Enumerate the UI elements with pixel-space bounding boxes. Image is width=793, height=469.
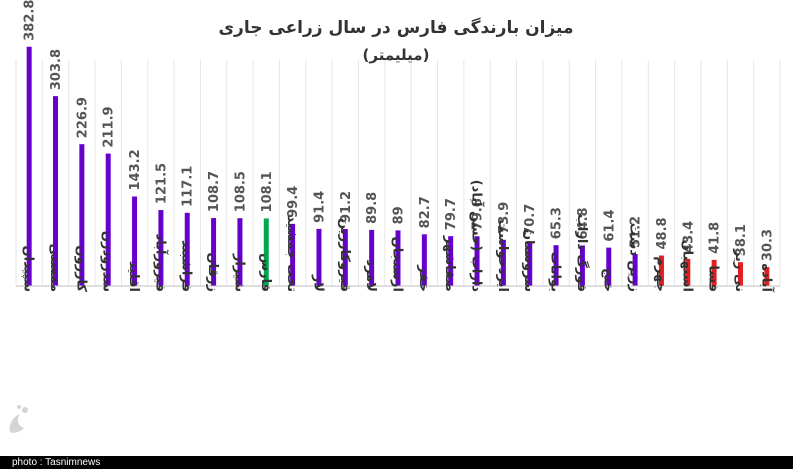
value-label: 303.8 [49,49,64,90]
bar [737,262,743,286]
category-label: کازرون [73,245,88,292]
chart-subtitle: (میلیمتر) [363,46,430,64]
bar [474,236,480,286]
bar [579,245,585,286]
category-label: آباده [758,263,775,292]
value-label: 91.4 [312,191,327,223]
category-label: نی ریز [732,248,747,292]
category-label: تخت جمشید [284,215,299,292]
value-label: 70.7 [523,204,538,236]
value-label: 382.8 [23,0,38,41]
category-label: بوانات [548,252,563,292]
bar [263,218,269,286]
category-label: زرقان [205,253,220,292]
value-label: 82.7 [418,196,433,228]
bar [421,234,427,286]
bar [211,218,217,286]
value-label: 117.1 [181,166,196,207]
bar [685,258,691,286]
bar [527,241,533,286]
category-label: شیراز [231,253,246,292]
value-label: 73.9 [497,202,512,234]
bars [26,46,770,286]
category-label: ممسنی [47,244,62,292]
value-label: 51.2 [629,216,644,248]
value-label: 108.1 [260,171,275,212]
value-label: 64.8 [576,207,591,239]
category-label: لامرد [363,260,378,293]
bar [606,247,612,286]
bar [158,210,164,286]
category-label: سپیدان [21,246,36,292]
value-label: 79.7 [444,198,459,230]
value-label: 91.2 [339,191,354,223]
category-label: ارسنجان [390,237,405,292]
bar [553,245,559,286]
value-label: 89.8 [365,192,380,224]
bar [290,223,296,286]
bar [316,228,322,286]
category-labels: سپیدان ممسنی کازرون سدرودزن اقلید فیروزآباد فر… [21,180,776,293]
category-label: سدرودزن [100,231,115,292]
bar [711,259,717,286]
category-label: سروستان [521,229,536,292]
value-label: 89 [392,206,407,224]
value-label: 211.9 [102,106,117,147]
category-label: استهبان [679,240,694,292]
category-label: خفر [416,264,431,292]
photo-credit: photo : Tasnimnews [12,457,101,468]
gridlines [15,60,781,286]
value-label: 38.1 [734,224,749,256]
category-label: خنج [600,268,615,292]
bar [500,239,506,286]
category-label: فسا [706,265,721,292]
bar [53,96,59,286]
value-label: 43.4 [681,221,696,253]
bar [79,144,85,286]
value-labels: 382.8 303.8 226.9 211.9 143.2 121.5 117.1 108.7… [23,0,776,261]
value-label: 99.4 [286,186,301,218]
tasnim-logo-icon [9,405,28,433]
value-label: 30.3 [760,229,775,261]
category-label: قیروکارزین [337,218,352,292]
category-label: لار [310,274,325,292]
bar [237,218,243,286]
bar [448,236,454,286]
bar [658,255,664,286]
category-label: فارس [258,253,273,292]
bar [105,153,111,286]
bar [395,230,401,286]
rainfall-bar-chart: میزان بارندگی فارس در سال زراعی جاری (می… [15,0,781,293]
category-label: جهرم [653,256,668,292]
bar [26,46,32,286]
value-label: 79.6 [471,198,486,230]
value-label: 108.7 [207,171,222,212]
chart-title: میزان بارندگی فارس در سال زراعی جاری [218,17,573,38]
category-label: داراب (حسن آباد) [469,180,486,293]
category-label: فیروزآباد [152,234,169,292]
category-label: فورگ داراب [574,214,591,292]
value-label: 108.5 [233,171,248,212]
category-label: صفاشهر [442,235,457,292]
bar [369,229,375,286]
value-label: 48.8 [655,217,670,249]
bar [184,212,190,286]
value-label: 41.8 [708,222,723,254]
value-label: 65.3 [550,207,565,239]
category-label: زرین دشت [627,223,642,292]
category-label: اقلید [126,261,141,292]
value-label: 143.2 [128,149,143,190]
bar [342,229,348,286]
value-label: 121.5 [154,163,169,204]
bar [132,196,138,286]
bar [632,254,638,286]
value-label: 61.4 [602,210,617,242]
bar [764,267,770,286]
category-label: ایزدخواست [495,219,510,292]
value-label: 226.9 [75,97,90,138]
photo-credit-bar: photo : Tasnimnews [0,456,793,469]
category-label: فراشبند [179,240,194,292]
